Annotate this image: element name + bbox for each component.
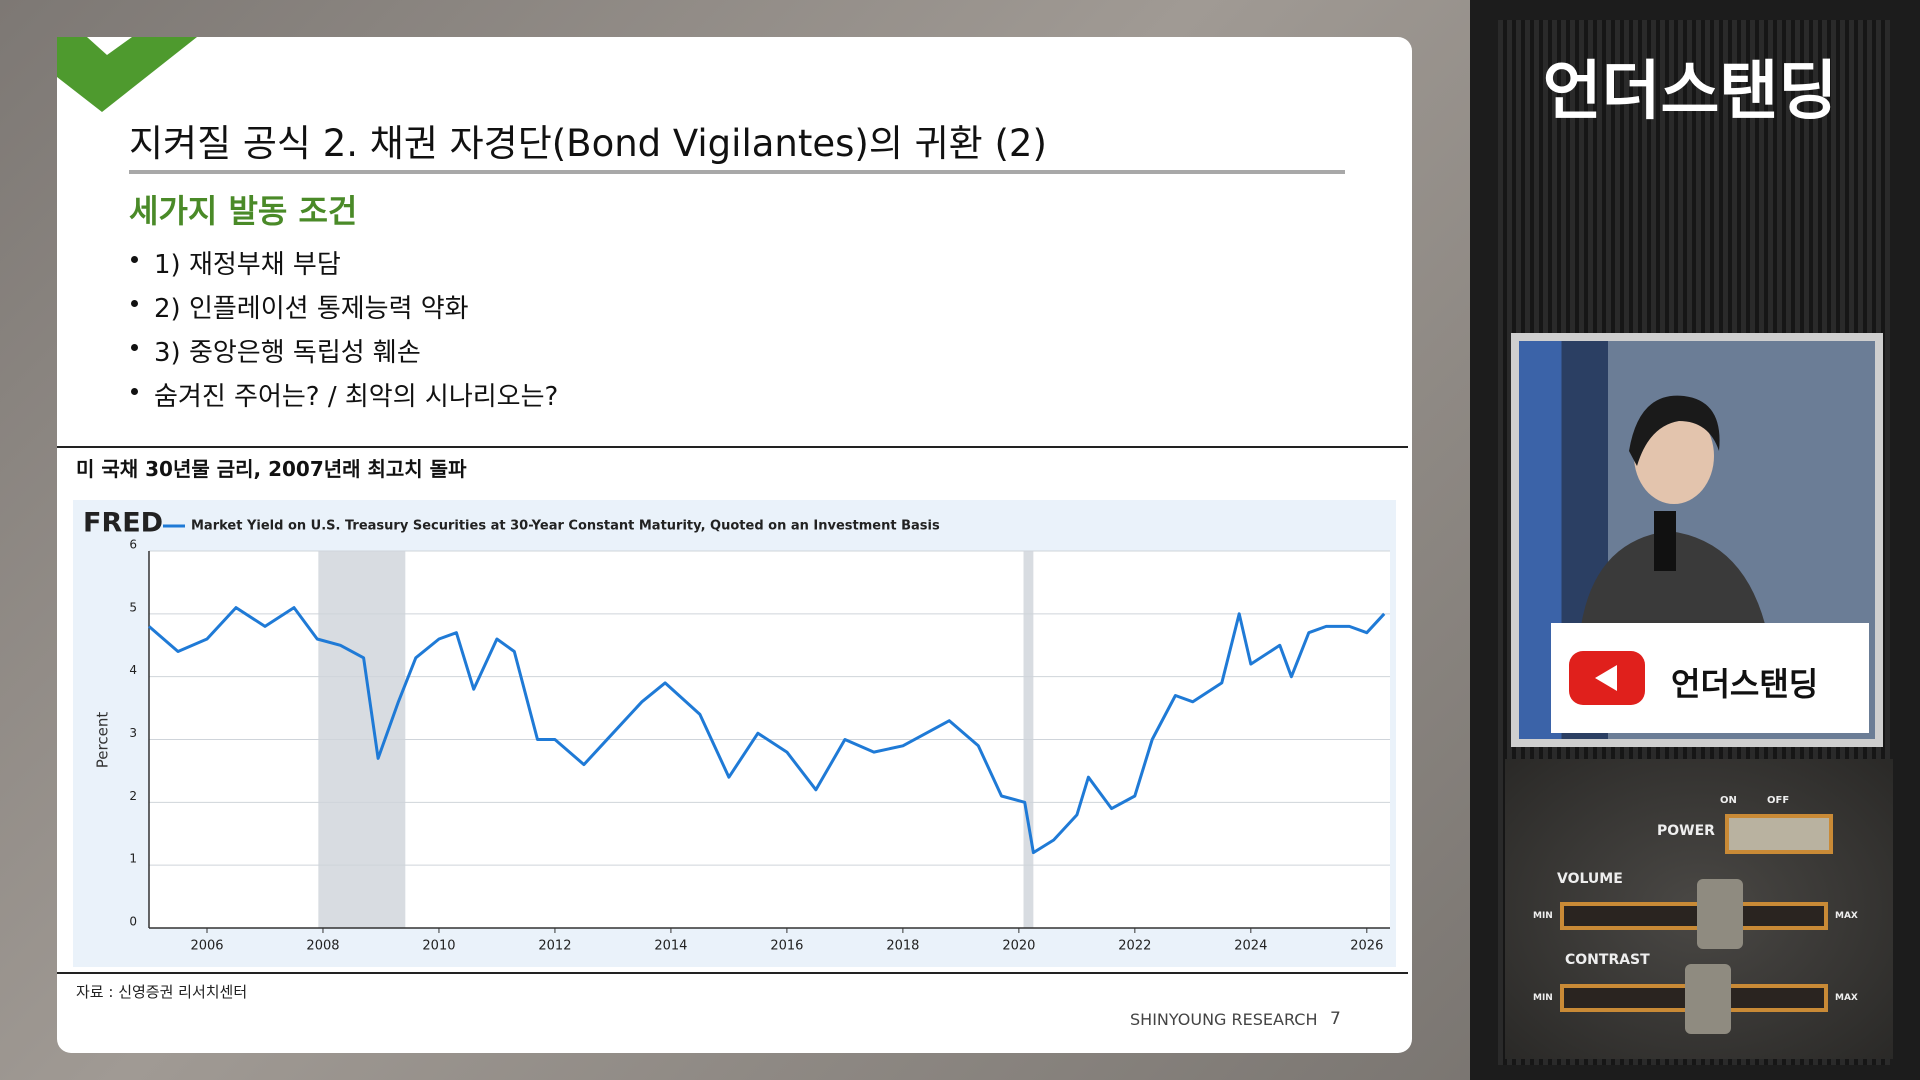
rule (57, 446, 1408, 448)
y-axis-label: Percent (94, 712, 112, 769)
y-tick-label: 1 (129, 852, 137, 866)
x-tick-label: 2022 (1118, 939, 1151, 954)
bullet-dot (131, 344, 138, 351)
volume-slider (1560, 902, 1828, 930)
youtube-icon (1569, 651, 1645, 705)
y-tick-label: 5 (129, 600, 137, 614)
bullet: 3) 중앙은행 독립성 훼손 (154, 338, 421, 368)
label: MIN (1533, 911, 1553, 921)
x-tick-label: 2026 (1350, 939, 1383, 954)
label: VOLUME (1557, 871, 1623, 887)
y-tick-label: 6 (129, 538, 137, 552)
x-tick-label: 2018 (886, 939, 919, 954)
chart-caption: 미 국채 30년물 금리, 2007년래 최고치 돌파 (76, 457, 467, 481)
title-rule (129, 170, 1345, 174)
source: 자료 : 신영증권 리서치센터 (76, 983, 248, 1001)
x-tick-label: 2010 (422, 939, 455, 954)
x-tick-label: 2024 (1234, 939, 1267, 954)
label: MAX (1835, 993, 1858, 1003)
label: POWER (1657, 823, 1715, 839)
volume-knob (1697, 879, 1743, 949)
power-switch (1725, 814, 1833, 854)
logo: 언더스탠딩 (1542, 55, 1838, 129)
y-tick-label: 2 (129, 789, 137, 803)
y-tick-label: 4 (129, 663, 137, 677)
x-tick-label: 2006 (190, 939, 223, 954)
bullet-dot (131, 300, 138, 307)
x-tick-label: 2014 (654, 939, 687, 954)
rule (57, 972, 1408, 974)
label: MAX (1835, 911, 1858, 921)
label: CONTRAST (1565, 952, 1650, 968)
chart: FRED Percent 0 1 2 3 4 5 6 2006 2008 2010 2012 2014… (73, 500, 1396, 967)
x-tick-label: 2008 (306, 939, 339, 954)
label: OFF (1767, 795, 1790, 806)
legend-label: Market Yield on U.S. Treasury Securities… (191, 519, 940, 534)
corner-ribbon (57, 37, 197, 112)
series-line (148, 606, 1386, 855)
banner-text: 언더스탠딩 (1671, 665, 1819, 703)
subtitle: 세가지 발동 조건 (129, 192, 358, 230)
y-tick-label: 3 (129, 726, 137, 740)
slide-title: 지켜질 공식 2. 채권 자경단(Bond Vigilantes)의 귀환 (2… (129, 122, 1047, 165)
x-tick-label: 2020 (1002, 939, 1035, 954)
brand: FRED (83, 508, 163, 539)
bullet-dot (131, 388, 138, 395)
contrast-knob (1685, 964, 1731, 1034)
video-frame: 언더스탠딩 (1511, 333, 1883, 747)
x-tick-label: 2012 (538, 939, 571, 954)
page-number: 7 (1330, 1009, 1341, 1029)
label: ON (1720, 795, 1737, 806)
bullet: 2) 인플레이션 통제능력 약화 (154, 294, 469, 324)
presenter (1579, 395, 1769, 641)
y-tick-label: 0 (129, 915, 137, 929)
label: MIN (1533, 993, 1553, 1003)
bullet: 1) 재정부채 부담 (154, 250, 341, 280)
control-panel: ON OFF POWER VOLUME MIN MAX CONTRAST MIN… (1505, 759, 1893, 1059)
x-tick-label: 2016 (770, 939, 803, 954)
bullet: 숨겨진 주어는? / 최악의 시나리오는? (154, 382, 559, 412)
bullet-dot (131, 256, 138, 263)
footer: SHINYOUNG RESEARCH (1130, 1010, 1318, 1029)
